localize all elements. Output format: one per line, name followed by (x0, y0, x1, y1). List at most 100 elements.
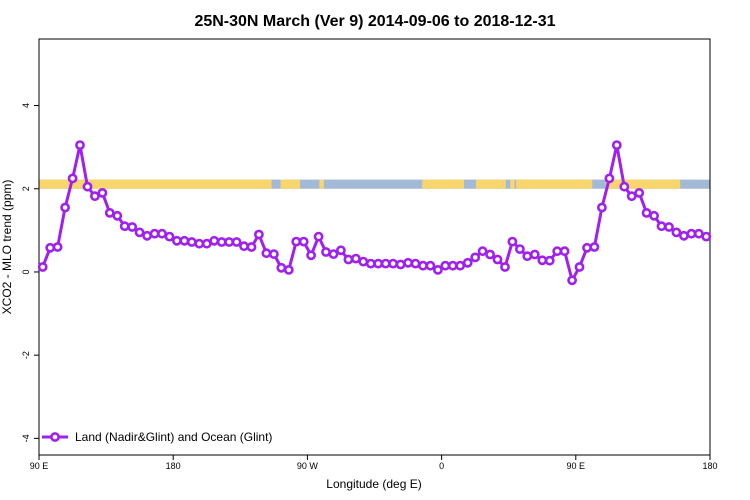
data-point (194, 238, 205, 249)
data-point (209, 235, 220, 246)
plot-frame (38, 38, 711, 456)
data-point (395, 259, 406, 270)
data-point (239, 241, 249, 252)
data-point (373, 258, 384, 269)
y-tick-label: 4 (21, 103, 31, 108)
land-segment (516, 179, 593, 189)
data-point (388, 258, 398, 269)
y-axis-label: XCO2 - MLO trend (ppm) (0, 180, 14, 315)
y-tick-label: 0 (21, 269, 31, 274)
x-tick-label: 180 (702, 461, 717, 471)
data-point (582, 242, 592, 253)
data-point (82, 181, 93, 192)
data-point (119, 221, 130, 232)
data-point (634, 187, 645, 198)
data-point (656, 221, 667, 232)
data-point (641, 207, 652, 218)
y-axis: -4 -2 0 2 4 (21, 103, 39, 442)
data-point (671, 227, 682, 238)
data-point (52, 242, 63, 252)
x-axis-label: Longitude (deg E) (326, 477, 421, 491)
data-point (529, 249, 540, 260)
data-point (127, 222, 138, 232)
data-point (179, 235, 190, 246)
data-point (597, 202, 607, 213)
data-point (358, 256, 369, 267)
data-point (522, 251, 533, 262)
data-point (664, 222, 674, 232)
x-tick-label: 180 (166, 461, 181, 471)
series-layer (37, 140, 712, 286)
data-point (97, 187, 108, 198)
data-point (261, 248, 272, 259)
data-point (246, 242, 257, 252)
legend-entry-label: Land (Nadir&Glint) and Ocean (Glint) (75, 430, 272, 444)
data-point (462, 257, 473, 268)
data-point (328, 249, 339, 259)
data-point (455, 260, 466, 271)
data-point (60, 202, 70, 213)
data-point (75, 140, 85, 150)
x-tick-label: 90 E (30, 461, 49, 471)
data-point (701, 231, 712, 242)
data-point (500, 262, 510, 272)
data-point (432, 264, 443, 275)
data-point (611, 140, 622, 150)
series-line (41, 143, 707, 282)
legend-marker (50, 432, 60, 442)
data-point (679, 230, 689, 241)
data-point (485, 249, 495, 260)
data-point (276, 262, 287, 273)
land-segment (475, 179, 506, 189)
data-point (306, 250, 316, 261)
data-point (253, 229, 264, 240)
data-point (268, 249, 279, 259)
data-point (559, 246, 570, 257)
data-point (470, 252, 481, 263)
x-axis: 90 E 180 90 W 0 90 E 180 (30, 455, 718, 471)
land-segment (319, 179, 324, 189)
data-point (104, 207, 115, 218)
data-point (171, 235, 182, 246)
data-point (164, 231, 175, 242)
data-point (283, 264, 294, 275)
data-point (589, 242, 600, 252)
data-point (186, 237, 197, 247)
data-point (37, 262, 48, 272)
y-tick-label: 2 (21, 186, 31, 191)
ocean-band (39, 179, 710, 189)
data-point (142, 230, 152, 241)
data-point (224, 237, 234, 247)
data-point (90, 191, 100, 202)
data-point (67, 173, 78, 184)
data-point (298, 236, 309, 247)
data-point (231, 237, 242, 247)
x-tick-label: 0 (439, 461, 444, 471)
x-tick-label: 90 E (567, 461, 586, 471)
data-point (134, 227, 145, 238)
data-point (507, 236, 518, 247)
data-point (626, 191, 637, 202)
land-segment (39, 179, 272, 189)
data-point (425, 260, 436, 271)
legend: Land (Nadir&Glint) and Ocean (Glint) (42, 430, 272, 444)
y-tick-label: -4 (21, 434, 31, 442)
data-point (567, 275, 577, 286)
data-point (440, 260, 451, 271)
data-point (343, 254, 354, 265)
surface-band (39, 179, 710, 189)
data-point (112, 210, 123, 221)
chart-title: 25N-30N March (Ver 9) 2014-09-06 to 2018… (194, 13, 555, 30)
data-point (157, 228, 167, 239)
data-point (492, 254, 503, 265)
data-point (515, 244, 525, 254)
data-point (544, 255, 555, 266)
y-tick-label: -2 (21, 351, 31, 359)
data-point (649, 210, 659, 221)
land-segment (422, 179, 464, 189)
data-point (313, 231, 324, 242)
data-point (604, 173, 615, 184)
data-point (321, 247, 331, 257)
land-segment (283, 179, 300, 189)
